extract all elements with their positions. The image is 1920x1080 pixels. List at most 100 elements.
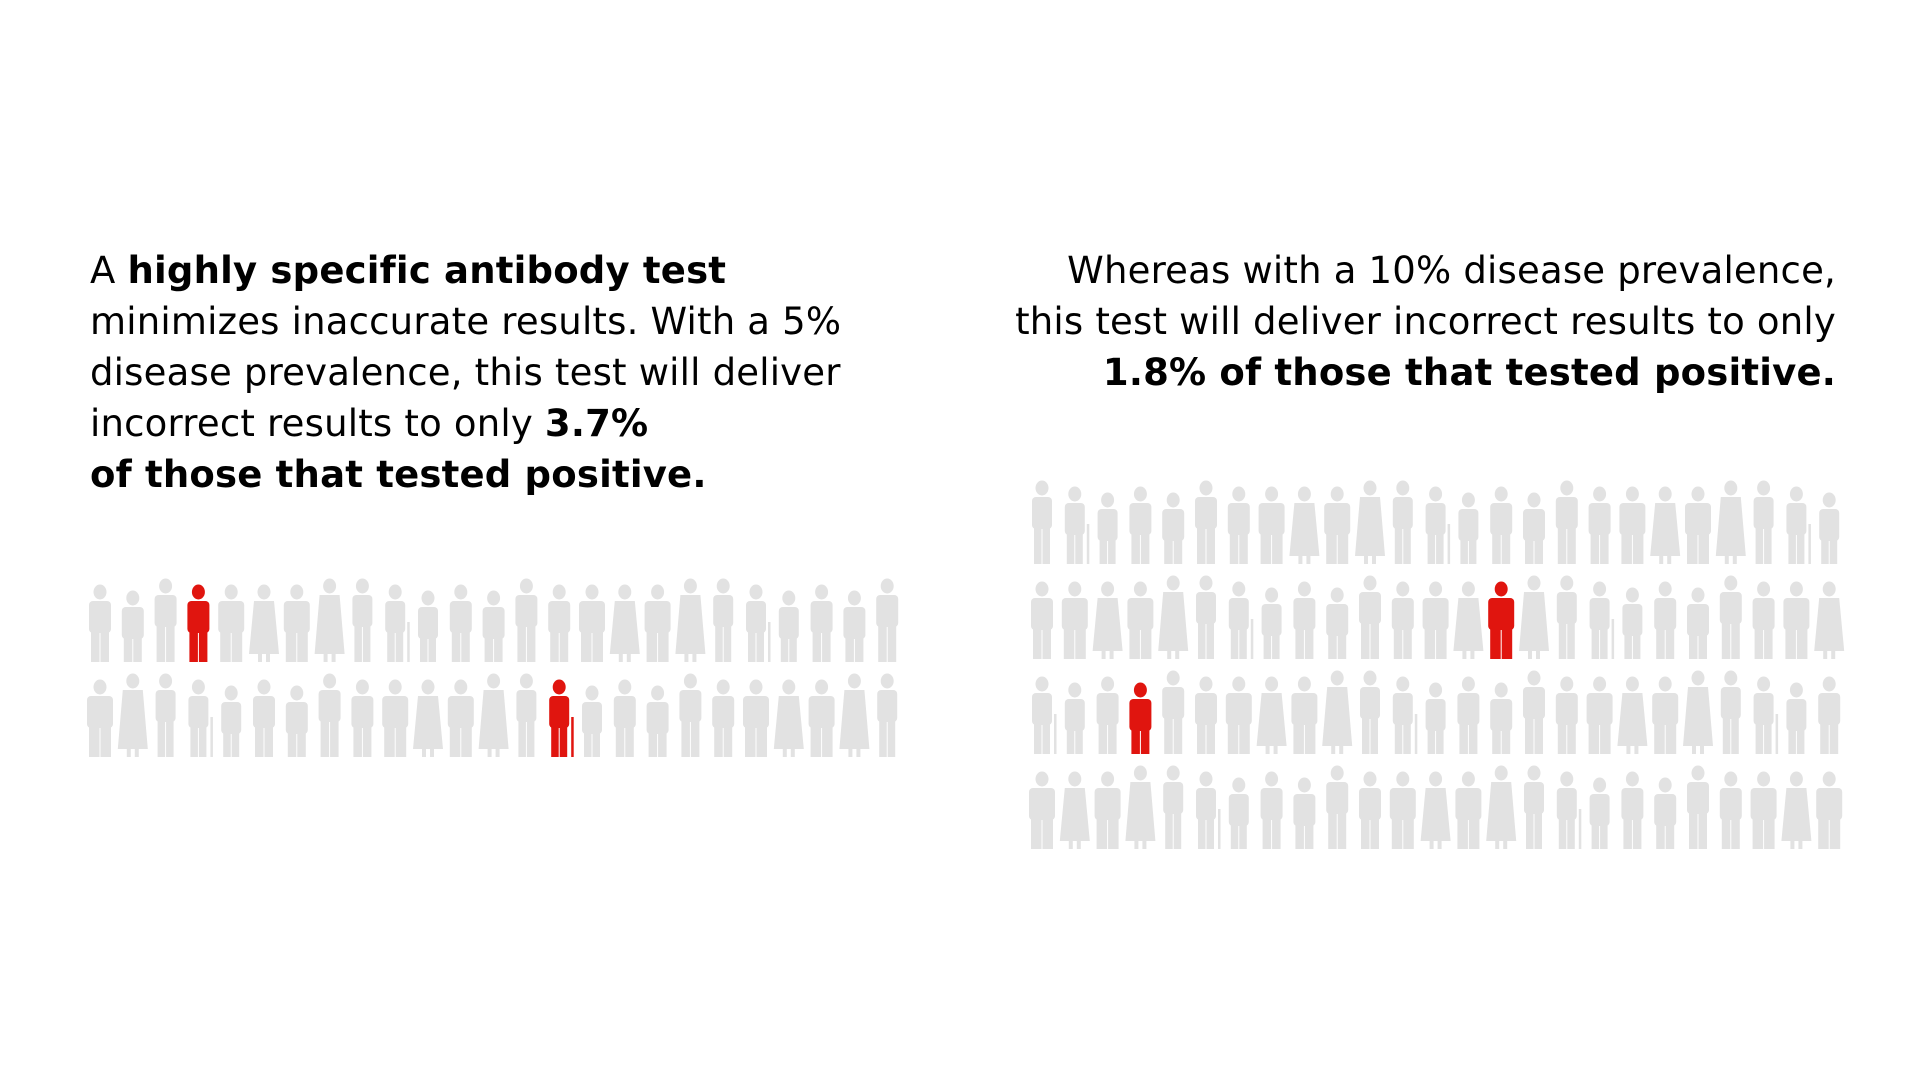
text-line: of those that tested positive. bbox=[90, 449, 870, 500]
person-icon bbox=[1094, 771, 1121, 849]
person-icon bbox=[1092, 581, 1123, 659]
person-icon bbox=[1195, 676, 1217, 754]
person-icon bbox=[515, 578, 538, 662]
person-icon bbox=[482, 590, 505, 662]
person-highlighted-icon bbox=[1488, 581, 1515, 659]
person-icon bbox=[1486, 765, 1517, 849]
person-icon bbox=[1786, 682, 1807, 754]
person-icon bbox=[1752, 581, 1775, 659]
person-icon bbox=[382, 679, 409, 757]
person-icon bbox=[1750, 771, 1777, 849]
person-icon bbox=[1687, 587, 1709, 659]
person-icon bbox=[1524, 765, 1544, 849]
person-icon bbox=[249, 584, 279, 662]
person-icon bbox=[773, 679, 804, 757]
person-icon bbox=[613, 679, 636, 757]
person-highlighted-icon bbox=[187, 584, 210, 662]
person-icon bbox=[1816, 771, 1843, 849]
person-icon bbox=[808, 679, 835, 757]
person-icon bbox=[1818, 676, 1841, 754]
person-icon bbox=[155, 673, 176, 757]
person-icon bbox=[712, 679, 735, 757]
person-icon bbox=[1715, 480, 1746, 564]
person-icon bbox=[1556, 771, 1582, 849]
person-icon bbox=[1256, 676, 1287, 754]
text-line: 1.8% of those that tested positive. bbox=[1010, 347, 1836, 398]
person-icon bbox=[1059, 771, 1090, 849]
person-icon bbox=[314, 578, 345, 662]
person-icon bbox=[1260, 771, 1283, 849]
person-icon bbox=[1360, 670, 1380, 754]
body-text: minimizes inaccurate results. With a 5% bbox=[90, 300, 842, 343]
person-icon bbox=[1291, 676, 1318, 754]
person-icon bbox=[609, 584, 640, 662]
person-icon bbox=[1786, 486, 1811, 564]
person-icon bbox=[352, 578, 373, 662]
person-icon bbox=[1322, 670, 1353, 754]
person-icon bbox=[418, 590, 438, 662]
person-icon bbox=[447, 679, 474, 757]
person-icon bbox=[876, 578, 899, 662]
person-icon bbox=[1326, 765, 1349, 849]
person-icon bbox=[1457, 676, 1480, 754]
body-text: disease prevalence, this test will deliv… bbox=[90, 351, 841, 394]
person-icon bbox=[1589, 777, 1610, 849]
person-icon bbox=[385, 584, 410, 662]
person-icon bbox=[1195, 480, 1217, 564]
person-icon bbox=[1687, 765, 1709, 849]
person-icon bbox=[221, 685, 242, 757]
person-icon bbox=[1621, 771, 1644, 849]
text-line: A highly specific antibody test bbox=[90, 245, 870, 296]
person-icon bbox=[188, 679, 213, 757]
person-icon bbox=[1355, 480, 1385, 564]
person-icon bbox=[1453, 581, 1484, 659]
bold-text: highly specific antibody test bbox=[127, 249, 727, 292]
person-icon bbox=[1455, 771, 1482, 849]
person-icon bbox=[1781, 771, 1812, 849]
person-icon bbox=[87, 679, 113, 757]
person-icon bbox=[1392, 480, 1413, 564]
person-icon bbox=[675, 578, 706, 662]
right-panel-text: Whereas with a 10% disease prevalence, th… bbox=[1010, 245, 1836, 398]
body-text: this test will deliver incorrect results… bbox=[1015, 300, 1836, 343]
person-icon bbox=[1228, 581, 1254, 659]
person-icon bbox=[516, 673, 537, 757]
body-text: A bbox=[90, 249, 128, 292]
person-icon bbox=[1555, 676, 1578, 754]
person-icon bbox=[778, 590, 799, 662]
person-icon bbox=[1420, 771, 1451, 849]
person-icon bbox=[579, 584, 605, 662]
person-icon bbox=[1289, 486, 1320, 564]
person-icon bbox=[1225, 676, 1252, 754]
person-icon bbox=[1326, 587, 1349, 659]
person-icon bbox=[839, 673, 870, 757]
person-icon bbox=[1458, 492, 1479, 564]
person-icon bbox=[1719, 575, 1742, 659]
person-icon bbox=[548, 584, 571, 662]
person-icon bbox=[810, 584, 833, 662]
person-icon bbox=[1589, 581, 1615, 659]
person-icon bbox=[1129, 486, 1152, 564]
person-icon bbox=[582, 685, 602, 757]
person-icon bbox=[154, 578, 177, 662]
person-icon bbox=[1519, 575, 1549, 659]
left-panel-text: A highly specific antibody test minimizes… bbox=[90, 245, 870, 500]
person-icon bbox=[89, 584, 111, 662]
person-icon bbox=[1619, 486, 1646, 564]
person-icon bbox=[1163, 765, 1184, 849]
person-icon bbox=[1814, 581, 1845, 659]
person-icon bbox=[1719, 771, 1742, 849]
body-text: Whereas with a 10% disease prevalence, bbox=[1067, 249, 1836, 292]
person-icon bbox=[285, 685, 308, 757]
person-icon bbox=[1720, 670, 1741, 754]
person-icon bbox=[644, 584, 671, 662]
person-icon bbox=[1819, 492, 1840, 564]
person-highlighted-icon bbox=[1129, 682, 1152, 754]
person-icon bbox=[877, 673, 898, 757]
person-icon bbox=[1753, 480, 1774, 564]
person-icon bbox=[1586, 676, 1613, 754]
person-icon bbox=[1391, 581, 1414, 659]
person-icon bbox=[843, 590, 866, 662]
person-icon bbox=[1425, 486, 1451, 564]
person-icon bbox=[746, 584, 771, 662]
